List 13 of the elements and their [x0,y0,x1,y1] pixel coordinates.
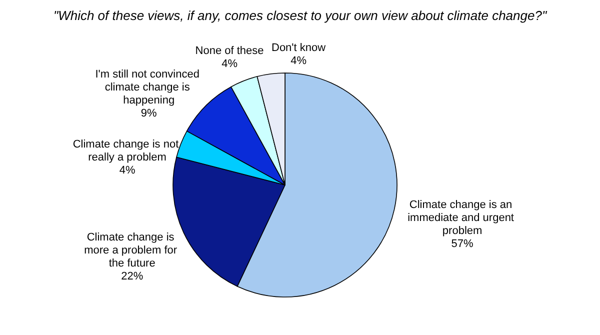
slice-label: None of these [195,45,264,58]
data-label: 4% [222,58,238,70]
data-label: 9% [140,107,158,120]
slice-label: Climate change is not really a problem [72,138,182,164]
slice-label: Climate change is an immediate and urgent problem [408,199,518,238]
data-label: 4% [119,164,136,177]
data-label: 57% [451,238,474,250]
slice-label: Don't know [271,42,326,54]
slice-label: I'm still not convinced climate change is happening [95,68,202,106]
data-label: 22% [121,270,144,282]
slice-label: Climate change is more a problem for the future [84,231,180,270]
chart-title: "Which of these views, if any, comes closest to your own view about climate change?" [53,8,548,23]
data-label: 4% [290,55,307,68]
